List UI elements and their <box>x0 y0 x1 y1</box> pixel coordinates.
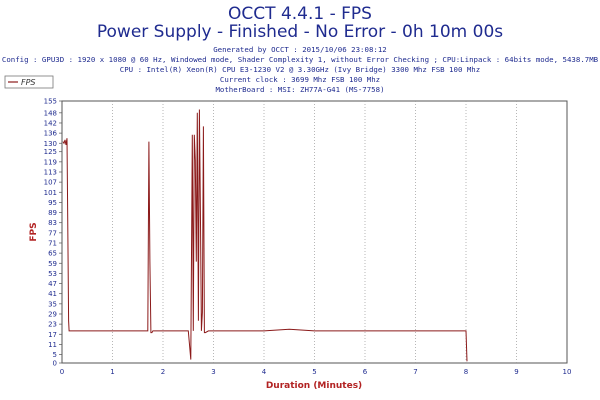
chart-subtitle: Power Supply - Finished - No Error - 0h … <box>96 22 504 42</box>
x-tick-labels: 0 1 2 3 4 5 6 7 8 9 10 <box>60 368 572 376</box>
y-tick-label: 29 <box>48 310 57 318</box>
y-tick-label: 89 <box>48 209 57 217</box>
y-tick-label: 65 <box>48 250 57 258</box>
legend-box <box>4 75 54 89</box>
x-tick-label: 10 <box>563 368 572 376</box>
y-tick-label: 0 <box>53 360 57 368</box>
y-tick-label: 142 <box>44 119 57 127</box>
y-tick-label: 59 <box>48 260 57 268</box>
x-tick-label: 1 <box>110 368 114 376</box>
legend-label-fps: FPS <box>21 78 36 87</box>
chart-title: OCCT 4.4.1 - FPS <box>228 4 372 24</box>
y-tick-label: 5 <box>53 351 57 359</box>
y-tick-label: 35 <box>48 300 57 308</box>
y-tick-label: 148 <box>44 109 57 117</box>
y-tick-label: 130 <box>44 140 57 148</box>
y-tick-label: 113 <box>44 168 57 176</box>
y-tick-label: 107 <box>44 179 57 187</box>
x-tick-label: 9 <box>514 368 518 376</box>
y-tick-label: 41 <box>48 290 57 298</box>
y-tick-label: 125 <box>44 148 57 156</box>
y-axis-label: FPS <box>29 222 39 241</box>
x-tick-label: 0 <box>60 368 64 376</box>
x-tick-label: 6 <box>363 368 368 376</box>
y-tick-label: 71 <box>48 239 57 247</box>
x-tick-label: 7 <box>413 368 417 376</box>
y-tick-label: 11 <box>48 341 57 349</box>
y-tick-label: 17 <box>48 331 57 339</box>
y-tick-label: 119 <box>44 158 57 166</box>
y-tick-label: 53 <box>48 270 57 278</box>
clock-line: Current clock : 3699 Mhz FSB 100 Mhz <box>219 75 381 84</box>
x-tick-label: 8 <box>464 368 468 376</box>
x-tick-label: 5 <box>312 368 316 376</box>
y-tick-label: 77 <box>48 229 57 237</box>
x-tick-label: 2 <box>161 368 165 376</box>
y-tick-labels: 05 11 17 23 29 35 41 47 53 59 65 71 77 83 89 95 101 107 11… <box>44 98 62 368</box>
motherboard-line: MotherBoard : MSI: ZH77A-G41 (MS-7758) <box>215 85 385 94</box>
y-tick-label: 83 <box>48 219 57 227</box>
generated-line: Generated by OCCT : 2015/10/06 23:08:12 <box>213 45 387 54</box>
y-tick-label: 155 <box>44 98 57 106</box>
plot-area <box>61 100 568 364</box>
config-line: Config : GPU3D : 1920 x 1080 @ 60 Hz, Wi… <box>1 55 599 64</box>
series-line-fps <box>62 109 468 362</box>
x-axis-label: Duration (Minutes) <box>266 381 362 391</box>
cpu-line: CPU : Intel(R) Xeon(R) CPU E3-1230 V2 @ … <box>119 65 481 74</box>
y-tick-label: 23 <box>48 321 57 329</box>
legend: FPS <box>4 75 54 89</box>
y-tick-label: 101 <box>44 189 57 197</box>
x-tick-label: 4 <box>262 368 267 376</box>
y-tick-label: 95 <box>48 199 57 207</box>
y-tick-label: 47 <box>48 280 57 288</box>
x-tick-label: 3 <box>211 368 215 376</box>
y-tick-label: 136 <box>44 130 58 138</box>
